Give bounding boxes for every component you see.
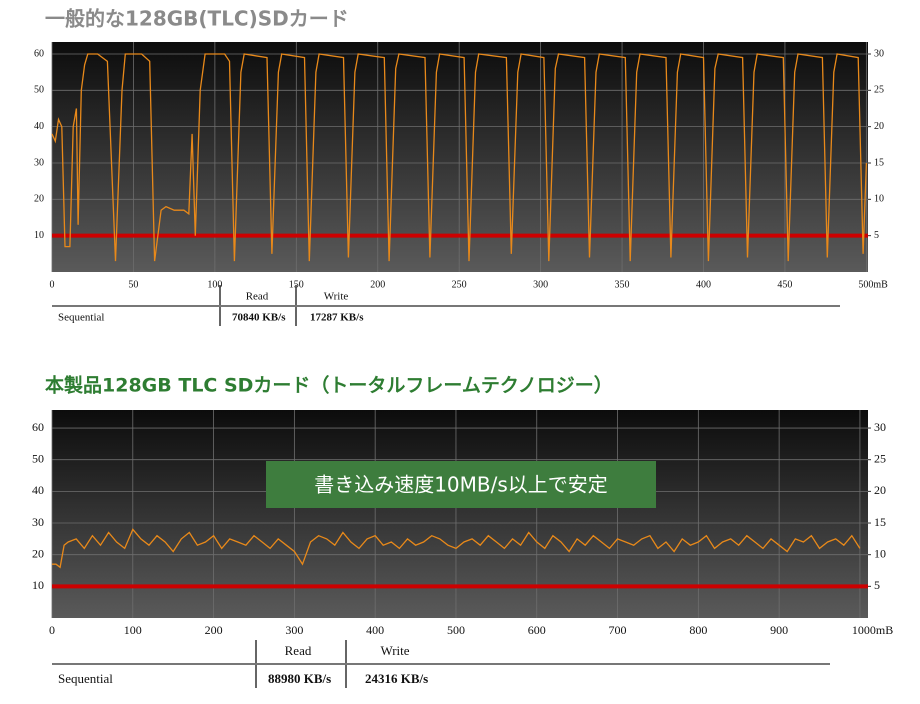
x-tick-label: 250: [452, 279, 467, 290]
table-cell: 70840 KB/s: [232, 312, 286, 324]
y2-tick-label: 5: [874, 578, 880, 592]
y2-tick-label: 15: [874, 157, 884, 168]
y2-tick-label: 10: [874, 194, 884, 205]
annotation-box: [266, 461, 656, 508]
x-tick-label: 400: [366, 623, 384, 637]
x-tick-label: 100: [207, 279, 222, 290]
y-tick-label: 50: [34, 85, 44, 96]
y-tick-label: 20: [32, 546, 44, 560]
table-header: Write: [380, 643, 409, 658]
y-tick-label: 60: [32, 420, 44, 434]
y-tick-label: 60: [34, 48, 44, 59]
table-row-label: Sequential: [58, 671, 113, 686]
x-tick-label: 450: [777, 279, 792, 290]
x-tick-label: 150: [289, 279, 304, 290]
x-tick-label: 350: [615, 279, 630, 290]
y-tick-label: 30: [32, 515, 44, 529]
y2-tick-label: 20: [874, 121, 884, 132]
chart-title: 本製品128GB TLC SDカード（トータルフレームテクノロジー）: [45, 374, 613, 397]
x-tick-label: 200: [205, 623, 223, 637]
plot-area: [52, 410, 868, 618]
y-tick-label: 10: [32, 578, 44, 592]
x-tick-label: 200: [370, 279, 385, 290]
x-tick-label: 100: [124, 623, 142, 637]
y-tick-label: 20: [34, 194, 44, 205]
y-tick-label: 40: [34, 121, 44, 132]
y-tick-label: 40: [32, 483, 44, 497]
y-tick-label: 10: [34, 230, 44, 241]
annotation: 書き込み速度10MB/s以上で安定: [314, 473, 608, 497]
x-tick-label: 800: [689, 623, 707, 637]
y2-tick-label: 5: [874, 230, 879, 241]
table-header: Read: [285, 643, 312, 658]
x-tick-label: 300: [533, 279, 548, 290]
y-tick-label: 30: [34, 157, 44, 168]
table-header: Read: [246, 291, 269, 303]
table-cell: 88980 KB/s: [268, 671, 331, 686]
x-tick-label: 400: [696, 279, 711, 290]
x-tick-label: 700: [609, 623, 627, 637]
x-tick-label: 300: [285, 623, 303, 637]
data-line: [52, 528, 861, 569]
y2-tick-label: 10: [874, 546, 886, 560]
table-cell: 24316 KB/s: [365, 671, 428, 686]
x-tick-label: 1000mB: [852, 623, 893, 637]
y2-tick-label: 30: [874, 48, 884, 59]
x-tick-label: 500: [447, 623, 465, 637]
x-tick-label: 900: [770, 623, 788, 637]
table-row-label: Sequential: [58, 312, 104, 324]
data-line: [51, 53, 868, 262]
x-tick-label: 500mB: [858, 279, 888, 290]
y2-tick-label: 25: [874, 451, 886, 465]
y-tick-label: 50: [32, 451, 44, 465]
y2-tick-label: 20: [874, 483, 886, 497]
table-header: Write: [324, 291, 349, 303]
table-cell: 17287 KB/s: [310, 312, 364, 324]
x-tick-label: 0: [49, 623, 55, 637]
y2-tick-label: 30: [874, 420, 886, 434]
x-tick-label: 50: [128, 279, 138, 290]
x-tick-label: 600: [528, 623, 546, 637]
chart-title: 一般的な128GB(TLC)SDカード: [45, 7, 349, 31]
y2-tick-label: 15: [874, 515, 886, 529]
y2-tick-label: 25: [874, 85, 884, 96]
x-tick-label: 0: [50, 279, 55, 290]
